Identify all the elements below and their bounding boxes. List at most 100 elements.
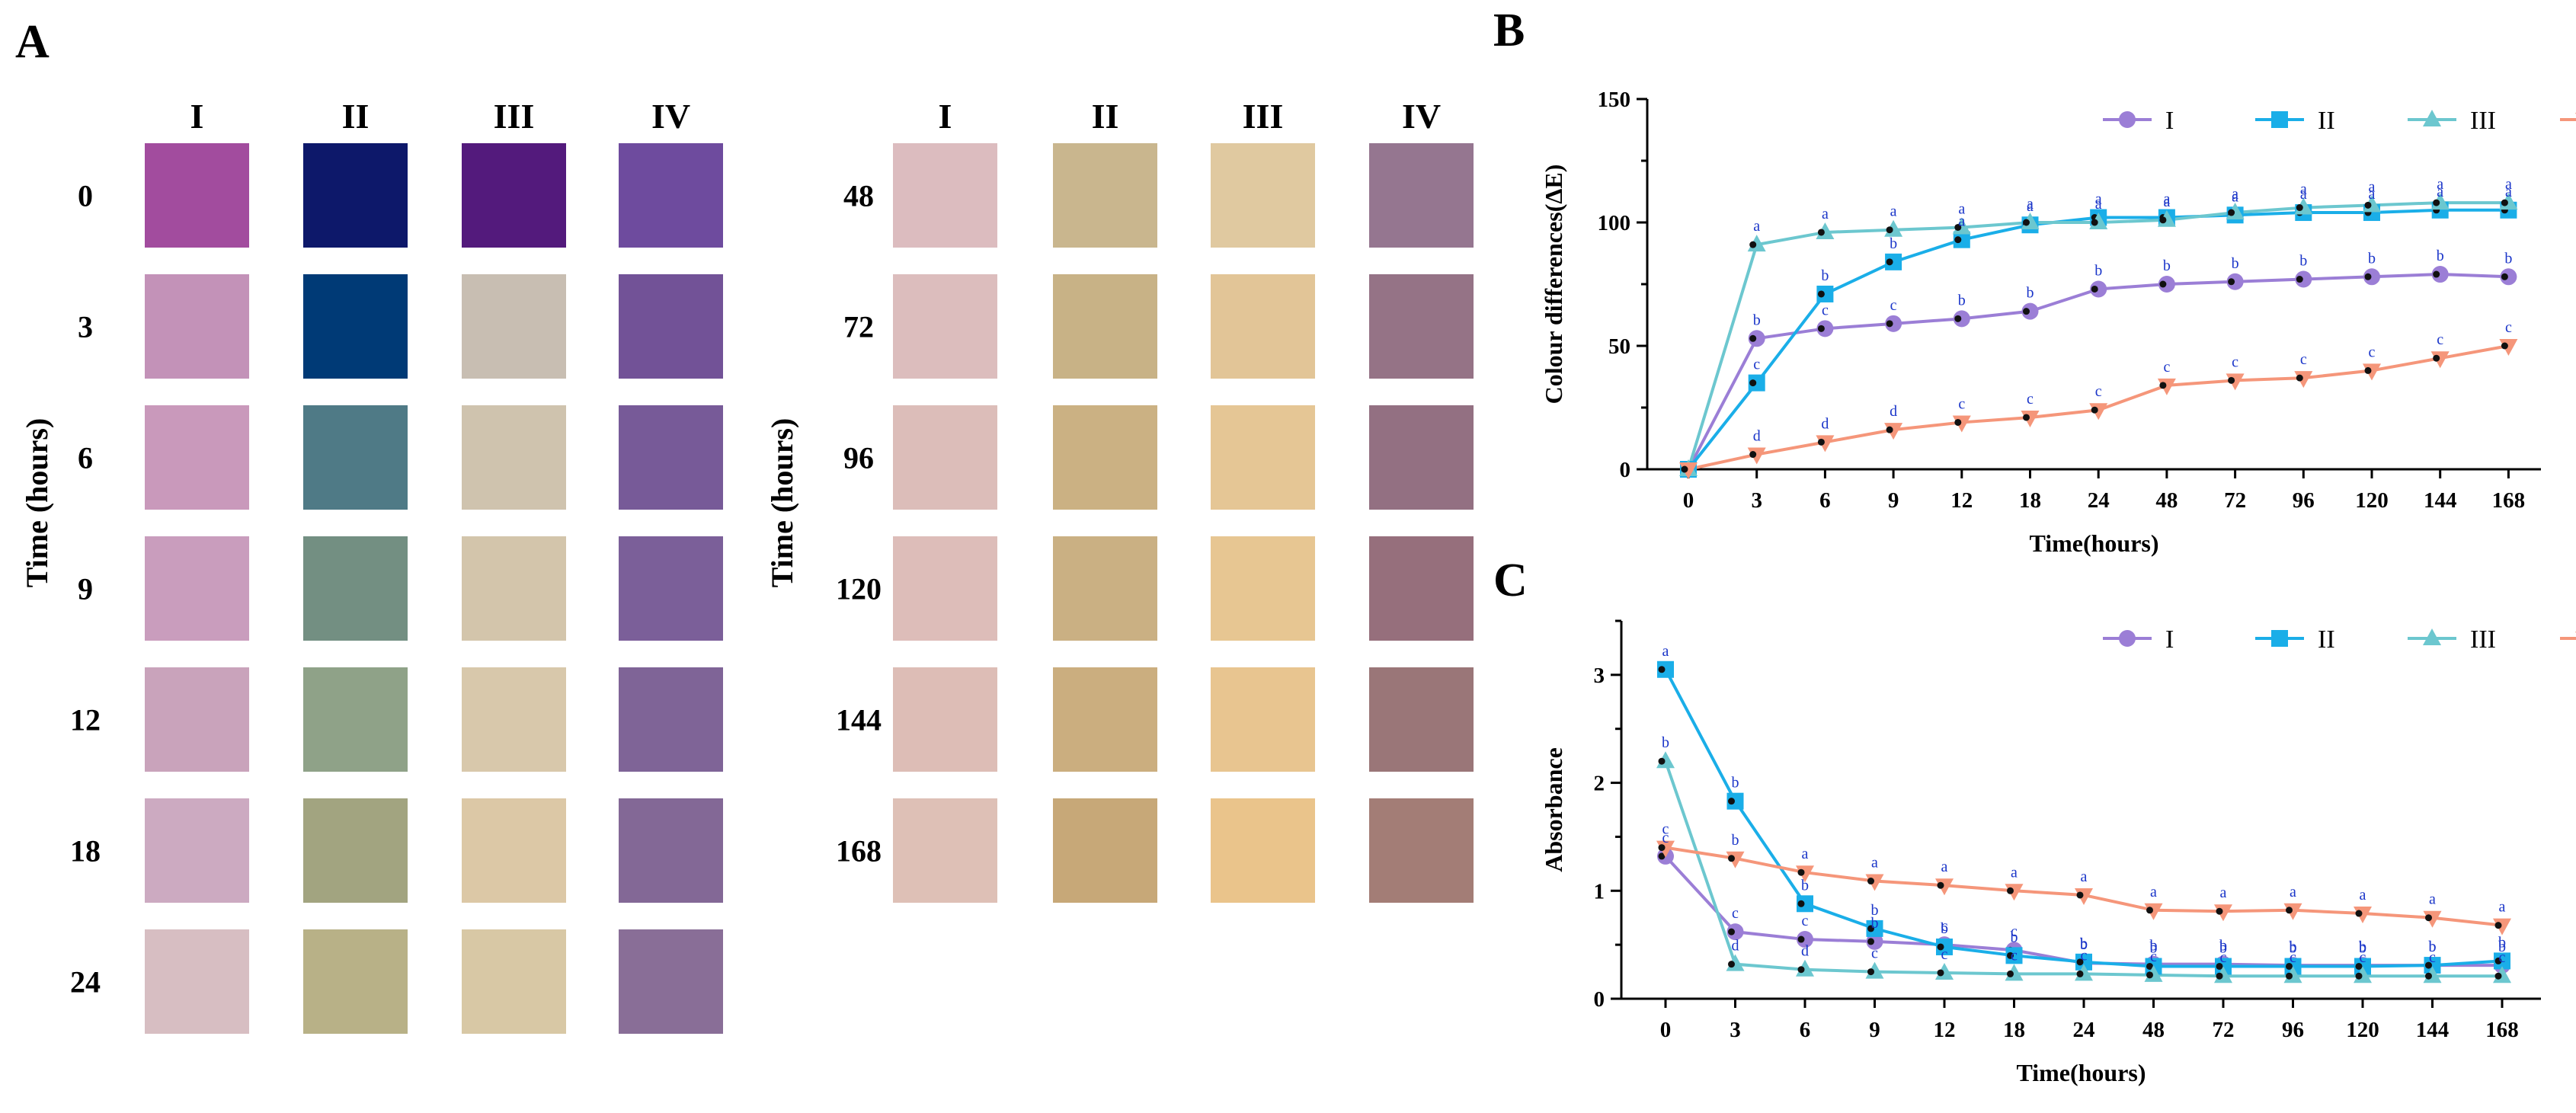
y-axis-label: Absorbance bbox=[1540, 747, 1567, 872]
legend-marker bbox=[2119, 630, 2136, 647]
error-dot bbox=[1728, 928, 1735, 935]
swatch-column-header-right: IV bbox=[1402, 97, 1441, 136]
significance-letter: c bbox=[2220, 949, 2227, 966]
error-dot bbox=[2364, 366, 2372, 374]
error-dot bbox=[2364, 201, 2372, 209]
error-dot bbox=[2159, 216, 2167, 224]
significance-letter: c bbox=[1941, 918, 1948, 935]
y-tick-label: 1 bbox=[1594, 879, 1605, 904]
error-dot bbox=[1749, 334, 1757, 342]
error-dot bbox=[2076, 970, 2084, 977]
significance-letter: c bbox=[2290, 949, 2296, 966]
error-dot bbox=[1954, 315, 1962, 322]
error-dot bbox=[1658, 666, 1666, 673]
significance-letter: a bbox=[1871, 855, 1878, 872]
significance-letter: b bbox=[2150, 939, 2158, 956]
color-swatch bbox=[1211, 536, 1315, 641]
color-swatch bbox=[619, 929, 723, 1034]
data-point-marker bbox=[1657, 660, 1674, 678]
significance-letter: b bbox=[2359, 939, 2366, 955]
error-dot bbox=[2216, 907, 2223, 915]
significance-letter: b bbox=[2299, 253, 2307, 270]
swatch-column-header-left: III bbox=[494, 97, 535, 136]
color-swatch bbox=[619, 143, 723, 248]
color-swatch bbox=[1211, 143, 1315, 248]
error-dot bbox=[1937, 943, 1944, 951]
panel-b-letter: B bbox=[1493, 5, 1525, 56]
color-swatch bbox=[462, 143, 566, 248]
data-point-marker bbox=[2075, 953, 2092, 971]
x-tick-label: 6 bbox=[1819, 488, 1831, 513]
color-swatch bbox=[303, 667, 408, 772]
significance-letter: a bbox=[2150, 884, 2157, 900]
data-point-marker bbox=[1816, 285, 1834, 302]
error-dot bbox=[2494, 972, 2502, 980]
x-tick-label: 72 bbox=[2213, 1018, 2235, 1042]
swatch-column-header-right: III bbox=[1243, 97, 1284, 136]
error-dot bbox=[2146, 971, 2153, 979]
error-dot bbox=[1749, 241, 1757, 248]
legend-marker bbox=[2119, 111, 2136, 128]
data-point-marker bbox=[2005, 947, 2023, 964]
data-point-marker bbox=[1885, 253, 1902, 270]
error-dot bbox=[2355, 962, 2363, 970]
data-point-marker bbox=[1953, 310, 1970, 328]
error-dot bbox=[2091, 406, 2098, 414]
significance-letter: a bbox=[1802, 846, 1809, 862]
data-point-marker bbox=[1953, 231, 1970, 248]
error-dot bbox=[2007, 951, 2014, 959]
panel-a-letter: A bbox=[15, 16, 50, 68]
significance-letter: b bbox=[2429, 939, 2437, 955]
significance-letter: c bbox=[2437, 331, 2443, 348]
swatch-column-header-left: I bbox=[190, 97, 204, 136]
significance-letter: b bbox=[2498, 939, 2506, 955]
legend-label: I bbox=[2165, 107, 2174, 135]
color-swatch bbox=[1211, 798, 1315, 903]
error-dot bbox=[2501, 199, 2508, 206]
color-swatch bbox=[462, 929, 566, 1034]
panel-a-ylabel-right: Time (hours) bbox=[765, 418, 799, 588]
x-tick-label: 0 bbox=[1660, 1018, 1672, 1042]
swatch-row-time-left: 18 bbox=[70, 834, 101, 868]
legend-label: I bbox=[2165, 625, 2174, 654]
error-dot bbox=[1867, 925, 1874, 932]
color-swatch bbox=[1369, 405, 1474, 510]
error-dot bbox=[2023, 308, 2030, 315]
significance-letter: a bbox=[2499, 899, 2506, 916]
data-point-marker bbox=[1748, 374, 1765, 392]
x-tick-label: 24 bbox=[2073, 1018, 2095, 1042]
legend-marker bbox=[2423, 110, 2441, 126]
swatch-row-time-left: 12 bbox=[70, 703, 101, 737]
significance-letter: a bbox=[2027, 198, 2034, 215]
error-dot bbox=[2425, 961, 2432, 969]
x-tick-label: 72 bbox=[2224, 488, 2246, 513]
data-point-marker bbox=[2021, 302, 2039, 320]
x-tick-label: 168 bbox=[2492, 488, 2526, 513]
significance-letter: a bbox=[2505, 176, 2512, 193]
error-dot bbox=[1937, 969, 1944, 977]
significance-letter: c bbox=[2150, 948, 2157, 965]
significance-letter: b bbox=[2437, 248, 2444, 264]
significance-letter: b bbox=[1821, 267, 1829, 284]
color-swatch bbox=[893, 798, 997, 903]
significance-letter: a bbox=[2437, 184, 2443, 200]
swatch-row-time-right: 168 bbox=[836, 834, 882, 868]
y-tick-label: 3 bbox=[1594, 664, 1605, 688]
color-swatch bbox=[1053, 536, 1157, 641]
error-dot bbox=[2228, 376, 2235, 384]
swatch-row-time-right: 48 bbox=[843, 179, 874, 213]
data-point-marker bbox=[2226, 273, 2244, 290]
error-dot bbox=[1937, 881, 1944, 889]
color-swatch bbox=[1053, 667, 1157, 772]
panel-c-letter: C bbox=[1493, 555, 1528, 606]
color-swatch bbox=[1053, 274, 1157, 379]
significance-letter: a bbox=[1958, 213, 1965, 230]
error-dot bbox=[2146, 962, 2153, 970]
x-tick-label: 9 bbox=[1869, 1018, 1880, 1042]
x-tick-label: 12 bbox=[1950, 488, 1973, 513]
data-point-marker bbox=[1748, 330, 1765, 347]
error-dot bbox=[2216, 972, 2223, 980]
error-dot bbox=[1954, 223, 1962, 231]
